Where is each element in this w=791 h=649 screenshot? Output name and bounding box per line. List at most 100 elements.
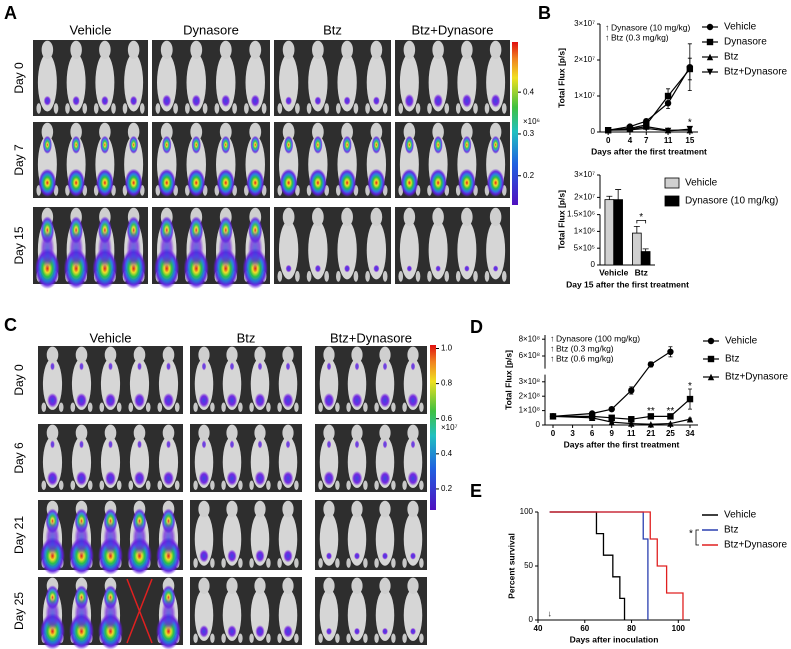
panel-label: B — [538, 3, 551, 23]
signal — [435, 265, 441, 272]
y-tick-label: 8×10⁸ — [519, 334, 540, 343]
mouse-head — [282, 577, 294, 595]
survival-curve — [549, 511, 626, 620]
mouse-leg — [65, 103, 70, 114]
mouse-leg — [455, 270, 461, 282]
mouse-head — [162, 346, 175, 363]
x-axis-label: Days after inoculation — [570, 634, 659, 644]
mouse-leg — [193, 633, 198, 643]
colorbar-tick-label: 1.0 — [441, 344, 453, 353]
mouse-head — [41, 40, 54, 59]
error-bar — [615, 189, 622, 200]
mouse-body — [428, 53, 448, 112]
mouse-leg — [155, 103, 161, 114]
signal — [79, 440, 84, 449]
mouse-leg — [70, 402, 76, 412]
mouse-head — [403, 207, 416, 227]
signal — [163, 470, 174, 486]
mouse-leg — [336, 103, 341, 114]
signal — [43, 95, 52, 106]
inoculation-arrow: ↓ — [548, 608, 552, 618]
significance-bracket — [636, 219, 647, 224]
mouse-leg — [374, 558, 379, 568]
mouse-head — [282, 207, 295, 227]
image-panel — [38, 346, 183, 414]
mouse-head — [323, 346, 335, 363]
signal — [409, 552, 417, 560]
mouse-head — [226, 424, 238, 441]
mouse-head — [127, 40, 140, 59]
mouse-body — [308, 220, 328, 280]
signal — [313, 135, 323, 154]
mouse-head — [104, 346, 117, 363]
y-tick-label: 3×10⁷ — [574, 19, 595, 28]
mouse-head — [341, 207, 353, 227]
colorbar-tick-label: 0.3 — [523, 129, 535, 138]
mouse-body — [347, 589, 367, 641]
mouse-leg — [374, 480, 379, 490]
mouse-leg — [398, 270, 404, 282]
mouse-leg — [185, 103, 190, 114]
cross-mark — [126, 578, 153, 644]
colorbar-unit: ×10⁷ — [441, 423, 458, 432]
mouse-leg — [415, 270, 421, 282]
mouse-leg — [173, 103, 178, 114]
column-label: Btz+Dynasore — [330, 330, 412, 345]
signal — [188, 230, 204, 269]
mouse-head — [323, 500, 335, 518]
signal — [229, 362, 235, 371]
signal — [226, 470, 238, 486]
image-panel — [190, 346, 302, 414]
mouse-body — [375, 589, 395, 641]
mouse-head — [254, 500, 266, 518]
data-point — [664, 92, 672, 100]
mouse-leg — [363, 402, 368, 412]
y-tick-label: 2×10⁷ — [574, 193, 595, 202]
signal — [367, 168, 386, 197]
mouse-head — [133, 424, 146, 441]
mouse-leg — [391, 558, 396, 568]
signal — [187, 168, 206, 197]
mouse-head — [198, 500, 210, 518]
signal — [326, 440, 332, 449]
mouse-leg — [145, 402, 151, 412]
mouse-body — [457, 53, 477, 112]
series-line — [608, 68, 691, 131]
signal — [159, 230, 175, 269]
series-line — [552, 351, 671, 417]
mouse-leg — [193, 402, 198, 412]
image-panel — [274, 207, 391, 284]
mouse-leg — [335, 633, 340, 643]
mouse-leg — [210, 633, 215, 643]
row-label: Day 25 — [12, 592, 26, 630]
mouse-leg — [70, 480, 76, 490]
mouse-head — [46, 424, 59, 441]
mouse-head — [461, 207, 473, 227]
signal — [344, 264, 351, 273]
image-panel — [315, 577, 427, 645]
signal — [105, 392, 116, 408]
legend-swatch — [664, 177, 680, 189]
annotation: * — [688, 381, 692, 392]
signal — [79, 362, 84, 371]
signal — [100, 135, 110, 154]
mouse-leg — [174, 402, 180, 412]
mouse-leg — [249, 402, 254, 412]
mouse-leg — [202, 103, 208, 114]
mouse-leg — [128, 480, 134, 490]
mouse-head — [46, 346, 59, 363]
bar — [640, 251, 651, 266]
mouse-body — [278, 589, 298, 641]
mouse-leg — [277, 103, 283, 114]
mouse-leg — [501, 103, 507, 114]
panel-label: D — [470, 317, 483, 337]
mouse-body — [337, 53, 357, 112]
mouse-head — [133, 346, 146, 363]
data-point — [667, 413, 674, 420]
mouse-body — [222, 512, 242, 566]
signal — [308, 168, 327, 197]
panel-label: A — [4, 3, 17, 23]
mouse-head — [432, 40, 444, 59]
mouse-leg — [365, 270, 370, 282]
mouse-body — [37, 53, 57, 112]
